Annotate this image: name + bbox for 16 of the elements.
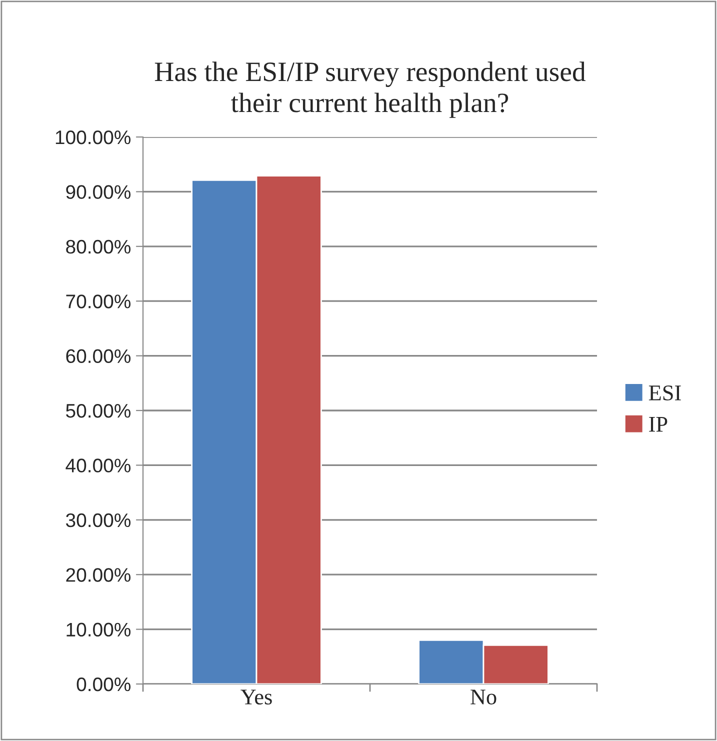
y-tick-label: 0.00% xyxy=(76,677,131,692)
x-tick-label: Yes xyxy=(240,690,272,704)
legend-label: IP xyxy=(649,417,668,432)
y-tick-label: 80.00% xyxy=(66,240,131,254)
y-tick-label: 70.00% xyxy=(66,294,131,308)
y-tick-label: 20.00% xyxy=(66,568,131,582)
legend-label: ESI xyxy=(648,385,681,400)
y-tick-label: 100.00% xyxy=(56,130,131,144)
chart-title: Has the ESI/IP survey respondent used their current health plan? xyxy=(154,62,586,118)
y-tick-label: 40.00% xyxy=(66,458,131,472)
y-tick-label: 60.00% xyxy=(66,349,131,364)
y-tick-label: 10.00% xyxy=(66,622,131,637)
y-tick-label: 50.00% xyxy=(66,404,131,418)
x-tick-label: No xyxy=(470,690,496,704)
y-tick-label: 90.00% xyxy=(66,185,131,199)
y-tick-label: 30.00% xyxy=(66,513,131,528)
